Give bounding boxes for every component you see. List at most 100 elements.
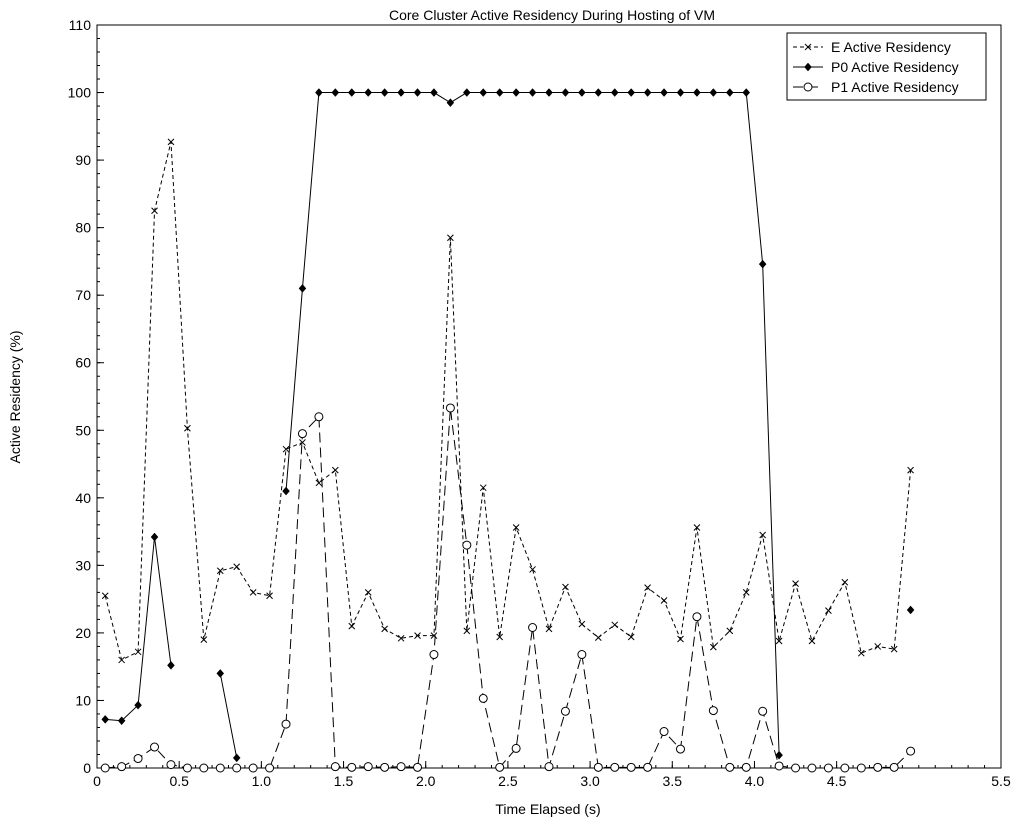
data-point-3: [363, 762, 373, 772]
x-tick-label: 1.0: [252, 773, 272, 789]
data-point-3: [265, 763, 275, 773]
chart-title: Core Cluster Active Residency During Hos…: [389, 7, 715, 23]
data-point-1: [578, 620, 586, 628]
series-line-2: [105, 93, 910, 758]
data-point-1: [233, 563, 241, 571]
data-point-1: [118, 656, 126, 664]
data-point-3: [560, 706, 570, 716]
series-2: [101, 88, 915, 763]
data-point-2: [167, 660, 175, 670]
data-point-3: [856, 763, 866, 773]
data-point-1: [825, 607, 832, 614]
data-point-3: [347, 762, 357, 772]
data-point-2: [906, 605, 915, 615]
data-point-3: [708, 706, 718, 716]
data-point-1: [841, 578, 849, 586]
y-tick-label: 20: [75, 625, 91, 641]
data-point-3: [445, 403, 455, 413]
data-point-3: [873, 762, 883, 772]
data-point-1: [611, 621, 619, 629]
legend: E Active Residency P0 Active Residency P1 …: [786, 32, 987, 101]
data-point-1: [644, 584, 651, 592]
data-point-3: [675, 744, 685, 754]
y-tick-label: 60: [75, 355, 91, 371]
data-point-3: [314, 412, 324, 422]
data-point-1: [627, 633, 635, 641]
legend-marker: [804, 62, 812, 72]
data-point-2: [150, 532, 159, 542]
data-point-1: [397, 634, 405, 642]
series-line-3: [105, 407, 911, 769]
data-point-1: [479, 484, 487, 492]
data-point-1: [857, 649, 865, 657]
data-point-3: [117, 762, 127, 772]
data-point-1: [660, 597, 668, 604]
data-point-2: [117, 716, 126, 726]
data-point-2: [643, 88, 652, 97]
data-point-3: [725, 762, 735, 772]
y-tick-label: 80: [75, 220, 91, 236]
x-tick-label: 3.0: [580, 773, 600, 789]
data-point-3: [281, 719, 291, 729]
data-point-3: [478, 693, 488, 703]
legend-label: P1 Active Residency: [831, 79, 959, 95]
legend-entry-2: P0 Active Residency: [793, 59, 959, 75]
y-tick-label: 70: [75, 287, 91, 303]
data-point-2: [693, 88, 701, 97]
y-tick-label: 110: [69, 17, 92, 33]
data-point-1: [710, 643, 717, 651]
data-point-3: [166, 760, 176, 770]
y-tick-label: 50: [75, 422, 91, 438]
data-point-1: [677, 635, 684, 643]
x-tick-label: 0: [93, 773, 101, 789]
data-point-2: [594, 88, 603, 97]
x-tick-label: 2.0: [416, 773, 436, 789]
data-point-2: [660, 88, 668, 97]
data-point-1: [759, 531, 767, 539]
data-point-2: [216, 669, 225, 678]
data-point-1: [512, 524, 520, 531]
data-point-3: [330, 762, 340, 772]
data-point-2: [578, 88, 586, 97]
data-point-3: [906, 746, 916, 756]
data-point-2: [775, 750, 783, 760]
data-point-3: [150, 742, 160, 752]
data-point-1: [414, 632, 421, 639]
data-point-3: [380, 762, 390, 772]
data-point-3: [643, 762, 653, 772]
y-tick-label: 90: [75, 152, 91, 168]
data-point-2: [347, 88, 356, 97]
data-point-3: [791, 763, 801, 773]
data-point-1: [742, 589, 750, 596]
data-point-2: [282, 486, 290, 496]
x-tick-label: 5.5: [991, 773, 1011, 789]
data-point-3: [741, 762, 751, 772]
data-point-2: [446, 98, 455, 108]
x-tick-label: 1.5: [334, 773, 354, 789]
data-point-3: [495, 762, 505, 772]
data-point-3: [758, 706, 768, 716]
data-point-3: [248, 763, 258, 773]
data-point-1: [562, 583, 569, 591]
data-point-3: [593, 762, 603, 772]
data-point-1: [775, 637, 783, 645]
data-point-1: [200, 636, 208, 644]
data-point-3: [889, 762, 899, 772]
data-point-1: [348, 622, 356, 630]
data-point-3: [511, 743, 521, 753]
data-point-2: [364, 88, 373, 97]
data-point-3: [659, 727, 669, 737]
data-point-3: [774, 761, 784, 771]
data-point-3: [544, 762, 554, 772]
legend-entry-1: E Active Residency: [793, 39, 951, 55]
data-point-1: [151, 207, 158, 215]
plot-frame: [96, 24, 1002, 769]
data-point-1: [808, 637, 816, 645]
data-point-2: [101, 714, 110, 724]
data-point-3: [396, 762, 406, 772]
y-tick-label: 10: [75, 692, 91, 708]
data-point-2: [413, 88, 422, 97]
data-point-2: [742, 88, 751, 97]
x-axis-label: Time Elapsed (s): [495, 801, 600, 817]
